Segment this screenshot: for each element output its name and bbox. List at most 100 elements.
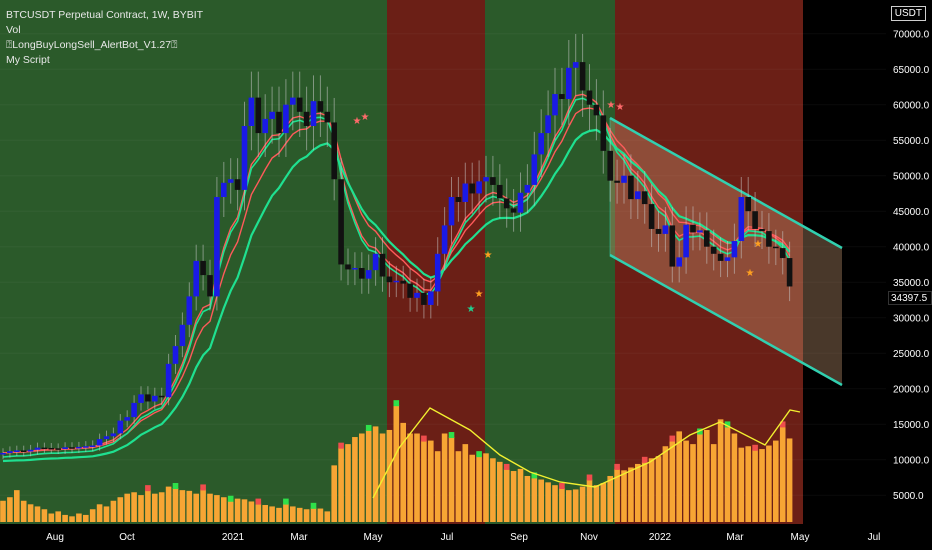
candle-body bbox=[103, 436, 110, 440]
legend-symbol-title[interactable]: BTCUSDT Perpetual Contract, 1W, BYBIT bbox=[6, 9, 204, 21]
volume-bar bbox=[428, 440, 434, 522]
volume-bar bbox=[186, 490, 193, 522]
candle-body bbox=[352, 268, 358, 270]
volume-bar bbox=[269, 506, 275, 522]
candle-body bbox=[621, 175, 627, 183]
candle-body bbox=[759, 228, 765, 232]
zone-4 bbox=[803, 0, 886, 524]
candle-body bbox=[400, 280, 406, 284]
candle-body bbox=[786, 258, 793, 287]
volume-bar bbox=[152, 493, 158, 522]
volume-bar-cap bbox=[586, 474, 593, 481]
candle-body bbox=[559, 94, 565, 100]
volume-bar bbox=[158, 492, 165, 522]
volume-bar bbox=[179, 490, 186, 522]
candle-body bbox=[683, 224, 689, 258]
candle-body bbox=[186, 296, 193, 325]
candles bbox=[0, 33, 793, 460]
candle-body bbox=[386, 276, 393, 283]
volume-bar bbox=[455, 451, 462, 522]
volume-bar bbox=[441, 433, 448, 522]
legend-my-script[interactable]: My Script bbox=[6, 54, 50, 66]
volume-bar bbox=[669, 440, 676, 522]
volume-bar bbox=[27, 504, 34, 522]
candle-body bbox=[676, 257, 682, 267]
volume-bar-cap bbox=[752, 444, 758, 451]
candle-body bbox=[572, 62, 579, 68]
candle-body bbox=[48, 447, 55, 450]
time-tick-label: May bbox=[364, 532, 383, 543]
volume-bar bbox=[372, 426, 379, 522]
time-axis[interactable]: Aug Oct 2021 Mar May Jul Sep Nov 2022 Mar May Jul bbox=[0, 524, 886, 550]
volume-bar bbox=[331, 465, 337, 522]
legend-volume[interactable]: Vol bbox=[6, 24, 21, 36]
volume-bar bbox=[497, 461, 503, 522]
ema-mid-line bbox=[2, 107, 791, 454]
candle-body bbox=[83, 446, 89, 448]
zone-2 bbox=[485, 0, 615, 524]
volume-bar bbox=[704, 429, 710, 522]
candle-body bbox=[379, 253, 386, 277]
time-tick-label: Mar bbox=[290, 532, 308, 543]
volume-bar bbox=[221, 497, 227, 522]
volume-bar bbox=[600, 483, 607, 522]
candle-body bbox=[469, 183, 475, 194]
candle-body bbox=[359, 268, 365, 279]
volume-bar bbox=[117, 497, 124, 522]
volume-bar bbox=[462, 444, 469, 522]
candle-body bbox=[372, 253, 379, 271]
zone-backgrounds bbox=[0, 0, 886, 524]
volume-bar bbox=[676, 431, 682, 522]
candle-body bbox=[745, 197, 751, 212]
candle-body bbox=[503, 198, 510, 209]
volume-bar bbox=[393, 405, 400, 522]
volume-bar bbox=[628, 467, 634, 522]
sell-signal-star: ★ bbox=[616, 102, 625, 113]
candle-body bbox=[317, 101, 324, 112]
candle-body bbox=[710, 246, 717, 254]
time-tick-label: Mar bbox=[726, 532, 744, 543]
volume-bar bbox=[200, 489, 206, 522]
volume-bar bbox=[338, 447, 344, 522]
volume-bar bbox=[62, 514, 68, 522]
price-axis[interactable]: 5000.0 10000.0 15000.0 20000.0 25000.0 30000.… bbox=[886, 0, 932, 550]
volume-bar bbox=[241, 499, 248, 522]
candle-body bbox=[441, 225, 448, 254]
candle-body bbox=[69, 447, 75, 449]
candle-body bbox=[152, 395, 158, 402]
volume-bar-cap bbox=[448, 432, 455, 439]
candle-body bbox=[241, 126, 248, 190]
volume-bar bbox=[386, 429, 393, 522]
candle-body bbox=[96, 439, 103, 446]
time-tick-label: Aug bbox=[46, 532, 64, 543]
volume-bar-cap bbox=[614, 463, 620, 470]
volume-bar-cap bbox=[172, 483, 179, 490]
candle-body bbox=[510, 208, 517, 213]
time-tick-label: Sep bbox=[510, 532, 528, 543]
volume-bar bbox=[434, 451, 441, 522]
time-tick-label: 2021 bbox=[222, 532, 245, 543]
channel-upper-line bbox=[609, 116, 843, 250]
candle-body bbox=[55, 448, 61, 450]
volume-bar bbox=[552, 485, 558, 522]
volume-bar bbox=[607, 475, 613, 522]
time-tick-label: 2022 bbox=[649, 532, 672, 543]
volume-bar bbox=[773, 440, 779, 522]
legend-indicator-alertbot[interactable]: ⍰LongBuyLongSell_AlertBot_V1.27⍰ bbox=[6, 39, 178, 51]
chart-legend: BTCUSDT Perpetual Contract, 1W, BYBIT Vo… bbox=[6, 8, 203, 68]
candle-body bbox=[165, 363, 172, 398]
candle-body bbox=[524, 184, 531, 193]
buy-signal-star: ★ bbox=[746, 268, 755, 279]
volume-bar bbox=[593, 485, 600, 522]
candle-body bbox=[269, 111, 275, 119]
candle-body bbox=[145, 394, 151, 402]
candle-body bbox=[600, 115, 607, 151]
candle-body bbox=[179, 324, 186, 347]
candle-body bbox=[393, 280, 400, 283]
currency-selector[interactable]: USDT bbox=[890, 6, 926, 21]
volume-bar bbox=[469, 454, 475, 522]
volume-bar bbox=[165, 486, 172, 522]
volume-bar bbox=[538, 479, 544, 522]
volume-bar bbox=[400, 422, 406, 522]
